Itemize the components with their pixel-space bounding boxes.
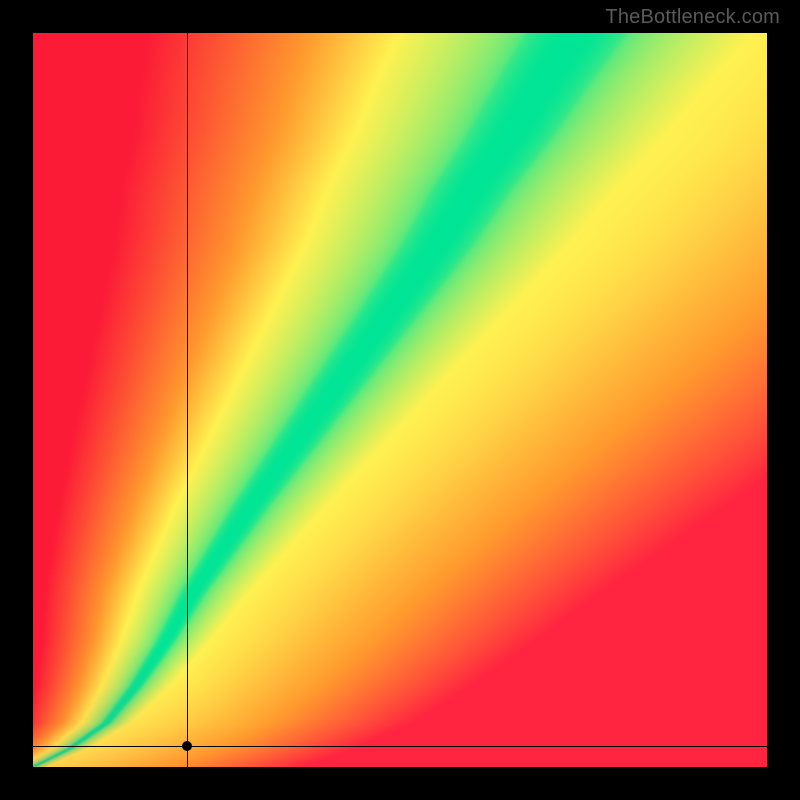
crosshair-marker (182, 741, 192, 751)
crosshair-vertical (187, 33, 188, 767)
watermark-text: TheBottleneck.com (605, 6, 780, 29)
heatmap-plot-area (33, 33, 767, 767)
crosshair-horizontal (33, 746, 767, 747)
heatmap-canvas (33, 33, 767, 767)
